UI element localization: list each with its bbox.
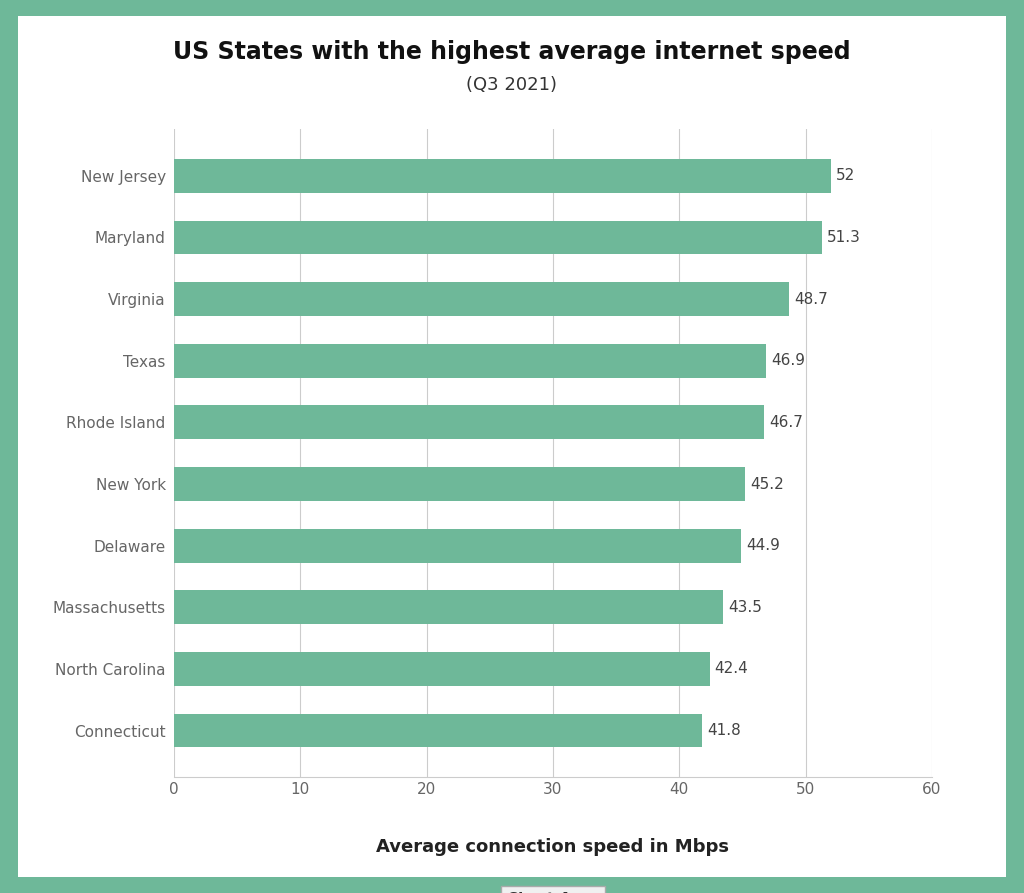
Bar bbox=[174, 405, 764, 439]
Bar bbox=[174, 159, 830, 193]
Text: 45.2: 45.2 bbox=[750, 477, 783, 491]
Text: 51.3: 51.3 bbox=[827, 230, 861, 245]
Bar bbox=[174, 344, 766, 378]
Bar bbox=[174, 652, 710, 686]
X-axis label: Average connection speed in Mbps: Average connection speed in Mbps bbox=[377, 839, 729, 856]
Text: 44.9: 44.9 bbox=[746, 538, 780, 553]
Text: 43.5: 43.5 bbox=[728, 600, 763, 614]
Text: 41.8: 41.8 bbox=[707, 723, 740, 738]
Text: 48.7: 48.7 bbox=[795, 292, 828, 306]
Bar bbox=[174, 221, 822, 255]
Text: US States with the highest average internet speed: US States with the highest average inter… bbox=[173, 40, 851, 64]
Text: 46.7: 46.7 bbox=[769, 415, 803, 430]
Bar bbox=[174, 282, 790, 316]
Bar bbox=[174, 529, 741, 563]
Bar bbox=[174, 467, 744, 501]
Bar bbox=[174, 590, 723, 624]
Text: (Q3 2021): (Q3 2021) bbox=[467, 76, 557, 94]
Text: 42.4: 42.4 bbox=[715, 662, 749, 676]
Text: 52: 52 bbox=[836, 169, 855, 183]
Bar bbox=[174, 714, 702, 747]
Text: 46.9: 46.9 bbox=[771, 354, 806, 368]
